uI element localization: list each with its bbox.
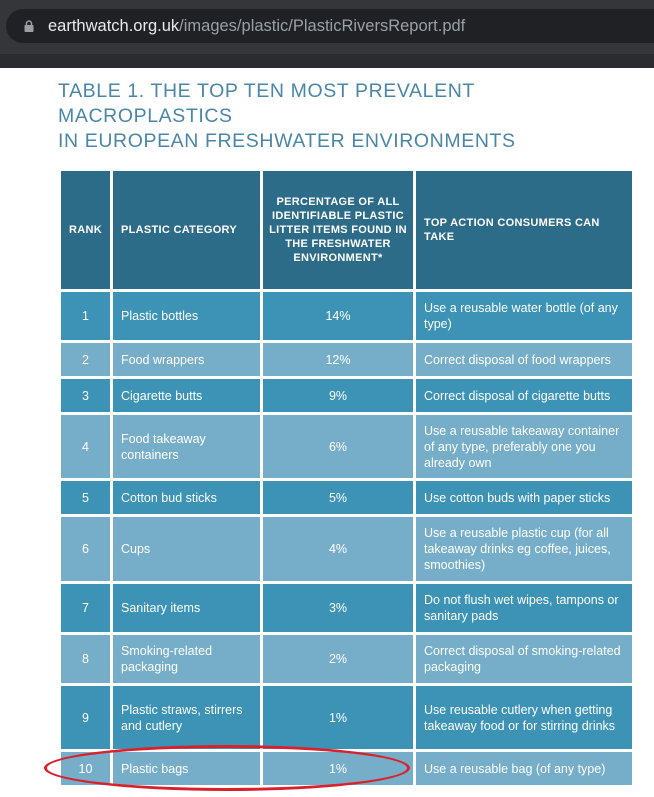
percentage-cell: 2% [260,632,416,686]
rank-cell: 4 [58,412,113,481]
percentage-cell: 14% [260,289,416,343]
category-cell: Plastic bottles [110,289,263,343]
category-cell: Food wrappers [110,340,263,379]
title-line-1: TABLE 1. THE TOP TEN MOST PREVALENT MACR… [58,80,475,127]
category-cell: Plastic straws, stirrers and cutlery [110,683,263,752]
browser-toolbar: earthwatch.org.uk/images/plastic/Plastic… [0,0,654,54]
action-cell: Use a reusable takeaway container of any… [413,412,635,481]
category-cell: Cups [110,514,263,584]
header-category: PLASTIC CATEGORY [110,168,263,292]
percentage-cell: 1% [260,683,416,752]
rank-cell: 10 [58,749,113,788]
header-action: TOP ACTION CONSUMERS CAN TAKE [413,168,635,292]
rank-cell: 3 [58,376,113,415]
table-row: 7 Sanitary items 3% Do not flush wet wip… [58,581,635,635]
action-cell: Correct disposal of smoking-related pack… [413,632,635,686]
table-row: 9 Plastic straws, stirrers and cutlery 1… [58,683,635,752]
rank-cell: 7 [58,581,113,635]
header-rank: RANK [58,168,113,292]
address-bar[interactable]: earthwatch.org.uk/images/plastic/Plastic… [6,9,654,43]
url-host: earthwatch.org.uk [48,17,180,35]
table-title: TABLE 1. THE TOP TEN MOST PREVALENT MACR… [58,79,648,154]
lock-icon [24,20,34,32]
action-cell: Use reusable cutlery when getting takeaw… [413,683,635,752]
action-cell: Use cotton buds with paper sticks [413,478,635,517]
percentage-cell: 6% [260,412,416,481]
header-row: RANK PLASTIC CATEGORY PERCENTAGE OF ALL … [58,168,635,292]
table-row: 1 Plastic bottles 14% Use a reusable wat… [58,289,635,343]
category-cell: Sanitary items [110,581,263,635]
percentage-cell: 1% [260,749,416,788]
table-row: 3 Cigarette butts 9% Correct disposal of… [58,376,635,415]
table-row: 5 Cotton bud sticks 5% Use cotton buds w… [58,478,635,517]
macroplastics-table: RANK PLASTIC CATEGORY PERCENTAGE OF ALL … [58,168,635,788]
action-cell: Use a reusable bag (of any type) [413,749,635,788]
percentage-cell: 3% [260,581,416,635]
action-cell: Use a reusable plastic cup (for all take… [413,514,635,584]
toolbar-strip [0,54,654,68]
url-text[interactable]: earthwatch.org.uk/images/plastic/Plastic… [48,17,465,36]
category-cell: Cigarette butts [110,376,263,415]
percentage-cell: 5% [260,478,416,517]
category-cell: Plastic bags [110,749,263,788]
table-row: 2 Food wrappers 12% Correct disposal of … [58,340,635,379]
rank-cell: 2 [58,340,113,379]
action-cell: Use a reusable water bottle (of any type… [413,289,635,343]
rank-cell: 9 [58,683,113,752]
category-cell: Food takeaway containers [110,412,263,481]
rank-cell: 1 [58,289,113,343]
title-line-2: IN EUROPEAN FRESHWATER ENVIRONMENTS [58,130,516,152]
table-row: 4 Food takeaway containers 6% Use a reus… [58,412,635,481]
rank-cell: 6 [58,514,113,584]
action-cell: Do not flush wet wipes, tampons or sanit… [413,581,635,635]
url-path: /images/plastic/PlasticRiversReport.pdf [179,17,466,35]
action-cell: Correct disposal of cigarette butts [413,376,635,415]
rank-cell: 8 [58,632,113,686]
percentage-cell: 4% [260,514,416,584]
percentage-cell: 9% [260,376,416,415]
percentage-cell: 12% [260,340,416,379]
category-cell: Smoking-related packaging [110,632,263,686]
table-row: 10 Plastic bags 1% Use a reusable bag (o… [58,749,635,788]
header-percentage: PERCENTAGE OF ALL IDENTIFIABLE PLASTIC L… [260,168,416,292]
rank-cell: 5 [58,478,113,517]
table-row: 6 Cups 4% Use a reusable plastic cup (fo… [58,514,635,584]
category-cell: Cotton bud sticks [110,478,263,517]
table-row: 8 Smoking-related packaging 2% Correct d… [58,632,635,686]
action-cell: Correct disposal of food wrappers [413,340,635,379]
